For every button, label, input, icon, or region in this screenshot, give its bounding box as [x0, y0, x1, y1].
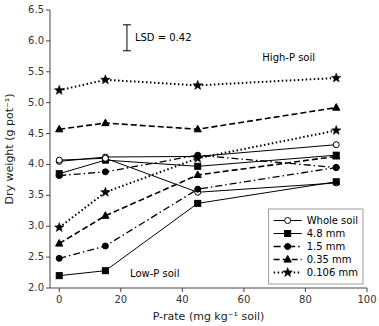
series [56, 104, 340, 132]
series [54, 73, 341, 94]
point [102, 119, 109, 126]
point [54, 85, 64, 94]
y-tick [46, 71, 50, 72]
legend-label: 0.106 mm [307, 267, 358, 278]
y-tick [46, 164, 50, 165]
y-tick [46, 226, 50, 227]
x-tick-label: 60 [238, 294, 251, 305]
line [59, 158, 336, 192]
error-bar-label: LSD = 0.42 [135, 32, 192, 43]
point [333, 152, 339, 158]
y-tick-label: 5.0 [28, 97, 44, 108]
y-axis [50, 10, 51, 288]
point [56, 273, 62, 279]
x-tick [305, 288, 306, 292]
point [54, 222, 64, 231]
y-tick-label: 2.5 [28, 251, 44, 262]
point [331, 125, 341, 134]
error-bar [123, 25, 131, 51]
y-tick-label: 3.0 [28, 220, 44, 231]
point [102, 268, 108, 274]
point [56, 125, 63, 132]
x-tick [120, 288, 121, 292]
y-tick-label: 6.5 [28, 4, 44, 15]
point [56, 157, 62, 163]
legend: Whole soil 4.8 mm 1.5 mm 0.35 mm 0.106 mm [269, 209, 363, 284]
point [193, 153, 203, 162]
annotation: High-P soil [262, 52, 315, 63]
legend-box [269, 209, 363, 284]
point [193, 80, 203, 89]
legend-label: Whole soil [307, 215, 358, 226]
x-axis [50, 288, 367, 289]
point [56, 240, 63, 247]
point [102, 212, 109, 219]
point [194, 171, 201, 178]
legend-marker [285, 218, 291, 224]
y-tick-label: 4.5 [28, 128, 44, 139]
point [56, 255, 62, 261]
point [195, 200, 201, 206]
point [102, 155, 108, 161]
point [102, 243, 108, 249]
y-tick [46, 133, 50, 134]
point [194, 125, 201, 132]
point [333, 179, 339, 185]
point [195, 186, 201, 192]
series [56, 152, 339, 178]
point [333, 104, 340, 111]
annotation: Low-P soil [130, 268, 179, 279]
x-tick [367, 288, 368, 292]
legend-marker [284, 256, 291, 263]
legend-label: 1.5 mm [307, 241, 346, 252]
line [59, 78, 336, 90]
point [333, 165, 339, 171]
x-tick-label: 100 [357, 294, 376, 305]
y-tick-label: 2.0 [28, 282, 44, 293]
y-tick [46, 288, 50, 289]
point [333, 152, 340, 159]
y-tick-label: 5.5 [28, 66, 44, 77]
y-axis-label: Dry weight (g pot⁻¹) [3, 94, 16, 205]
y-tick-label: 6.0 [28, 35, 44, 46]
y-tick-label: 4.0 [28, 158, 44, 169]
legend-marker [283, 268, 293, 277]
point [56, 173, 62, 179]
y-tick [46, 257, 50, 258]
x-tick-label: 80 [299, 294, 312, 305]
legend-marker [285, 244, 291, 250]
point [195, 163, 201, 169]
legend-marker [285, 231, 291, 237]
point [101, 75, 111, 84]
y-tick [46, 40, 50, 41]
point [101, 187, 111, 196]
legend-label: 0.35 mm [307, 254, 352, 265]
point [333, 165, 339, 171]
point [331, 73, 341, 82]
x-tick [182, 288, 183, 292]
x-tick-label: 0 [56, 294, 62, 305]
y-tick [46, 102, 50, 103]
x-tick [243, 288, 244, 292]
y-tick [46, 195, 50, 196]
point [333, 142, 339, 148]
point [102, 169, 108, 175]
series [56, 152, 339, 177]
chart: 0 20 40 60 80 100 2.0 2.5 3.0 3.5 4.0 4.5 5.0 5.5 6.0 6… [0, 0, 379, 326]
legend-label: 4.8 mm [307, 228, 346, 239]
y-tick-label: 3.5 [28, 189, 44, 200]
x-axis-label: P-rate (mg kg⁻¹ soil) [153, 310, 265, 323]
x-tick-label: 20 [114, 294, 127, 305]
x-tick-label: 40 [176, 294, 189, 305]
x-tick [59, 288, 60, 292]
y-tick [46, 10, 50, 11]
error-bar-line [123, 25, 131, 51]
